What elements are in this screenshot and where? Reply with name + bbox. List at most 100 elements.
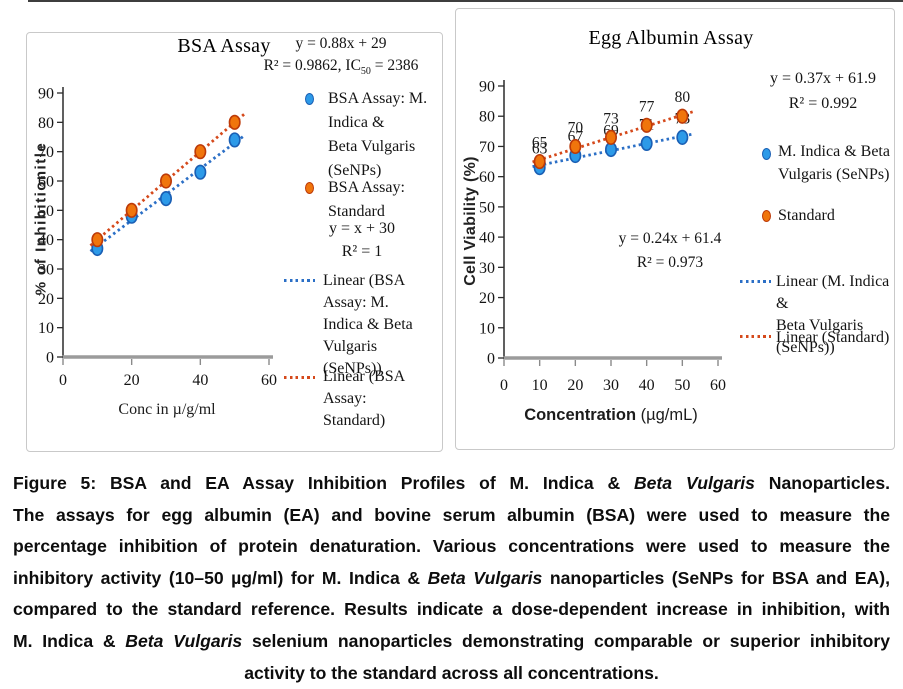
data-point-marker-blue	[160, 191, 173, 207]
legend-label: BSA Assay: M. Indica & Beta Vulgaris (Se…	[328, 90, 428, 179]
caption-text: Nanoparticles.	[754, 473, 890, 493]
data-point-marker-orange	[533, 153, 546, 170]
x-axis-tick-label: 30	[603, 377, 619, 394]
x-axis-tick-label: 20	[567, 377, 583, 394]
legend-dotted-line-icon-blue	[740, 280, 771, 283]
figure-caption: Figure 5: BSA and EA Assay Inhibition Pr…	[13, 468, 890, 689]
caption-text: inhibitory activity (10–50 µg/ml) for M.…	[13, 567, 428, 588]
y-axis-tick-label: 50	[38, 203, 54, 220]
trend-line-blue	[89, 134, 246, 253]
x-axis-tick-label: 0	[500, 377, 508, 394]
y-axis-tick-label: 0	[487, 351, 495, 368]
y-axis-tick-label: 60	[38, 174, 54, 191]
caption-line: activity to the standard across all conc…	[13, 658, 890, 689]
legend-label: y = x + 30 R² = 1	[328, 220, 396, 260]
y-axis-label-egg-albumin: Cell Viability (%)	[462, 156, 479, 286]
y-axis-tick-label: 80	[38, 115, 54, 132]
legend-label: Standard	[778, 207, 835, 224]
caption-italic-text: Beta Vulgaris	[125, 630, 243, 651]
y-axis-tick-label: 50	[479, 199, 495, 216]
trendline-equation-annotation-bsa: y = 0.88x + 29 R² = 0.9862, IC50 = 2386	[263, 35, 419, 78]
legend-label: Linear (Standard)	[776, 329, 890, 346]
data-point-marker-orange	[91, 232, 104, 248]
data-point-marker-orange	[676, 108, 689, 124]
chart-title-egg-albumin: Egg Albumin Assay	[588, 27, 754, 49]
y-axis-tick-label: 40	[479, 230, 495, 247]
legend-label: Linear (BSA Assay: M. Indica & Beta Vulg…	[323, 272, 413, 377]
figure-page: 0 10 20 30 40 50 60 70 80 90 0 20 40 60 BSA Assay % o…	[13, 0, 903, 683]
y-axis-tick-label: 40	[38, 232, 54, 249]
y-axis-tick-label: 60	[479, 169, 495, 186]
legend-label: y = 0.37x + 61.9 R² = 0.992	[769, 70, 877, 112]
data-point-marker-orange	[228, 114, 241, 130]
caption-italic-text: Beta Vulgaris	[427, 567, 543, 588]
caption-text: M. Indica &	[13, 630, 126, 651]
data-point-marker-orange	[605, 129, 618, 145]
y-axis-tick-label: 70	[38, 144, 54, 161]
legend-label: BSA Assay: Standard	[328, 179, 405, 220]
legend-marker-icon-orange	[762, 210, 771, 222]
egg-albumin-chart-panel: 0102030405060708090010203040506063676971…	[455, 8, 895, 450]
caption-line: percentage inhibition of protein denatur…	[13, 531, 890, 563]
y-axis-tick-label: 20	[479, 290, 495, 307]
data-point-marker-blue	[676, 129, 689, 145]
y-axis-tick-label: 0	[46, 350, 54, 367]
caption-text: The assays for egg albumin (EA) and bovi…	[13, 504, 890, 525]
data-label: 77	[639, 98, 655, 115]
data-point-marker-blue	[228, 132, 241, 148]
caption-text: selenium nanoparticles demonstrating com…	[242, 630, 890, 651]
chart-title-bsa: BSA Assay	[177, 35, 271, 57]
caption-line: inhibitory activity (10–50 µg/ml) for M.…	[13, 563, 890, 595]
y-axis-tick-label: 90	[479, 79, 495, 96]
trendline-equation-annotation-ea: y = 0.24x + 61.4 R² = 0.973	[618, 230, 722, 271]
data-label: 73	[603, 110, 619, 127]
x-axis-tick-label: 40	[639, 377, 655, 394]
data-point-marker-blue	[640, 135, 653, 152]
caption-line: The assays for egg albumin (EA) and bovi…	[13, 500, 890, 532]
x-axis-label-segment: Concentration	[524, 406, 637, 424]
x-axis-tick-label: 0	[59, 372, 67, 389]
legend-marker-icon-orange	[305, 182, 314, 194]
data-label: 70	[568, 119, 584, 136]
y-axis-tick-label: 70	[479, 139, 495, 156]
caption-line: compared to the standard reference. Resu…	[13, 594, 890, 626]
bsa-assay-chart-panel: 0 10 20 30 40 50 60 70 80 90 0 20 40 60 BSA Assay % o…	[26, 32, 443, 452]
y-axis-label-bsa: % of Inhibitionitle	[32, 141, 50, 296]
x-axis-label-egg-albumin: Concentration (µg/mL)	[481, 406, 741, 425]
x-axis-tick-label: 20	[124, 372, 140, 389]
data-label: 65	[532, 135, 548, 152]
x-axis-tick-label: 60	[710, 377, 726, 394]
x-axis-tick-label: 40	[192, 372, 208, 389]
caption-text: percentage inhibition of protein denatur…	[13, 536, 890, 557]
y-axis-tick-label: 30	[479, 260, 495, 277]
data-point-marker-orange	[194, 144, 207, 160]
x-axis-label-bsa: Conc in µ/g/ml	[67, 401, 267, 419]
caption-text: nanoparticles (SeNPs for BSA and EA),	[542, 567, 890, 588]
x-axis-label-segment: Conc in µ/g/ml	[118, 401, 216, 418]
caption-text: compared to the standard reference. Resu…	[13, 599, 890, 620]
caption-text: activity to the standard across all conc…	[244, 662, 659, 683]
data-point-marker-orange	[569, 138, 582, 155]
x-axis-label-segment: (µg/mL)	[636, 406, 698, 424]
caption-line: M. Indica & Beta Vulgaris selenium nanop…	[13, 626, 890, 658]
x-axis-tick-label: 60	[261, 372, 277, 389]
y-axis-tick-label: 30	[38, 262, 54, 279]
legend-label: M. Indica & Beta Vulgaris (SeNPs)	[778, 143, 890, 183]
legend-marker-icon-blue	[762, 148, 771, 160]
y-axis-tick-label: 90	[38, 86, 54, 103]
legend-label: Linear (BSA Assay: Standard)	[323, 368, 405, 429]
top-border-line	[28, 0, 903, 2]
legend-dotted-line-icon-orange	[740, 335, 771, 338]
y-axis-tick-label: 10	[38, 320, 54, 337]
caption-italic-text: Beta Vulgaris	[633, 473, 755, 493]
x-axis-tick-label: 10	[532, 377, 548, 394]
legend-marker-icon-blue	[305, 93, 314, 105]
data-point-marker-orange	[160, 173, 173, 189]
y-axis-tick-label: 20	[38, 291, 54, 308]
data-point-marker-orange	[125, 202, 138, 218]
data-point-marker-blue	[194, 164, 207, 180]
data-label: 80	[675, 89, 691, 106]
egg-albumin-plot-area: 0102030405060708090010203040506063676971…	[479, 79, 726, 395]
caption-text: Figure 5: BSA and EA Assay Inhibition Pr…	[13, 473, 634, 493]
data-label: 63	[532, 141, 548, 158]
